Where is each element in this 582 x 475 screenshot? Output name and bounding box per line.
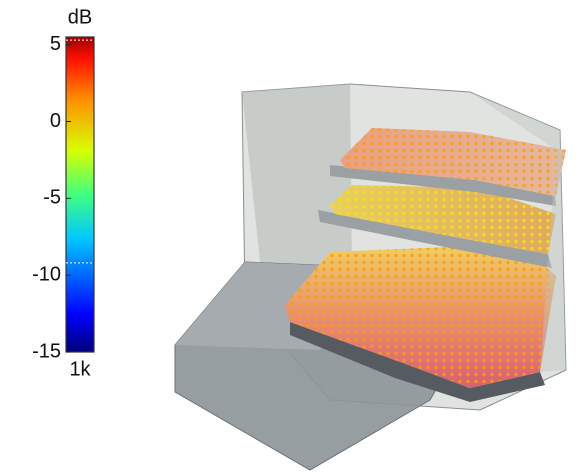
colorbar-gradient	[66, 37, 94, 352]
tick-label: -10	[32, 263, 61, 285]
visualization: dB 1k 5 0 -5 -10 -15	[0, 0, 582, 475]
tick-label: -5	[43, 187, 61, 209]
tick-label: 5	[50, 33, 61, 55]
page: {"colorbar": {"unit": "dB", "frequency":…	[0, 0, 582, 475]
colorbar: dB 1k 5 0 -5 -10 -15	[32, 6, 94, 380]
colorbar-unit: dB	[68, 6, 92, 28]
tick-label: -15	[32, 340, 61, 362]
hall-model	[175, 84, 566, 470]
colorbar-frequency: 1k	[69, 358, 91, 380]
tick-label: 0	[50, 110, 61, 132]
